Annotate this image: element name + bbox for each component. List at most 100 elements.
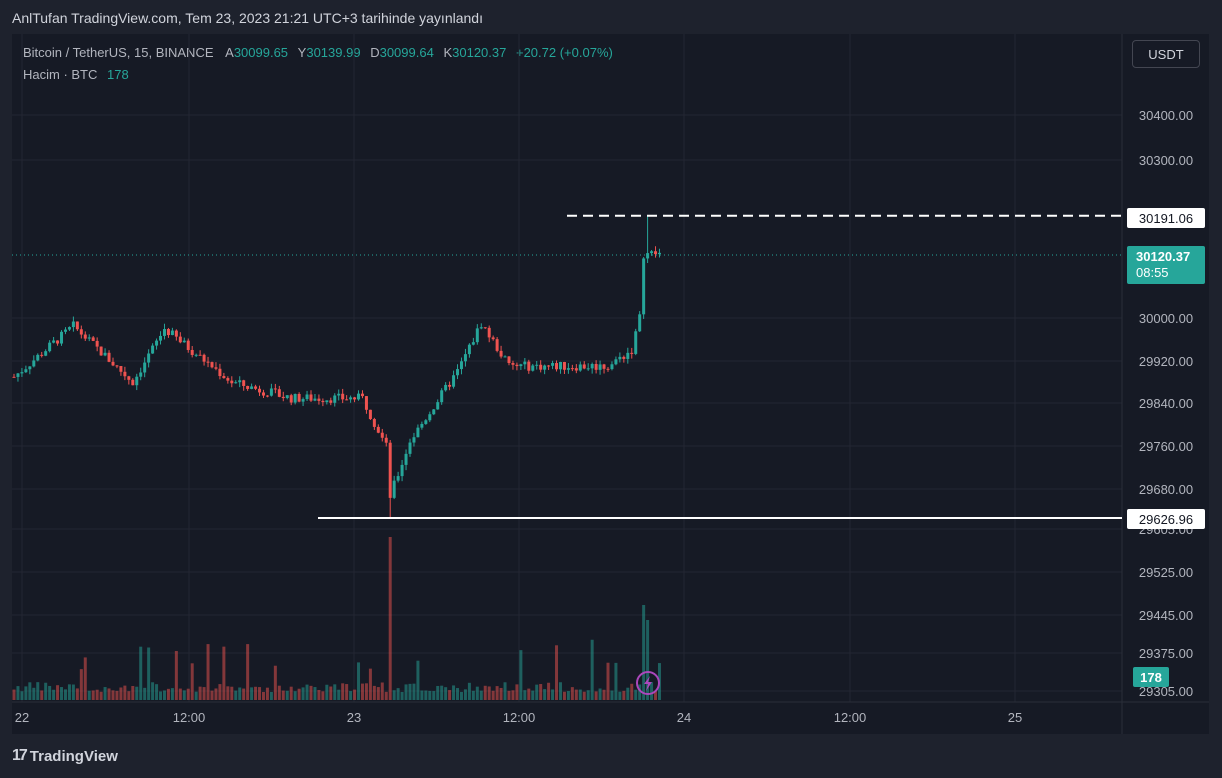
volume-bar: [246, 644, 250, 700]
candle-body: [392, 480, 396, 498]
volume-bar: [404, 684, 408, 700]
volume-bar: [523, 690, 527, 700]
candle-body: [182, 340, 186, 343]
volume-bar: [155, 684, 159, 700]
candle-body: [222, 376, 226, 379]
volume-bar: [242, 688, 246, 700]
x-tick-label: 12:00: [503, 710, 536, 725]
volume-bar: [570, 687, 574, 700]
volume-bar: [119, 687, 123, 700]
volume-bar: [123, 685, 127, 700]
volume-bar: [368, 668, 372, 700]
candle-body: [127, 376, 131, 380]
volume-bar: [131, 685, 135, 700]
candle-body: [562, 361, 566, 370]
candle-body: [618, 356, 622, 360]
volume-bar: [269, 691, 273, 700]
volume-bar: [602, 689, 606, 700]
volume-bar: [408, 683, 412, 700]
y-tick-label: 29375.00: [1139, 646, 1193, 661]
volume-bar: [586, 690, 590, 700]
resistance-price-label: 30191.06: [1139, 211, 1193, 226]
volume-bar: [143, 687, 147, 700]
price-chart[interactable]: 30400.00 30300.00 30000.00 29920.00 29840.00…: [12, 34, 1209, 734]
candle-body: [630, 352, 634, 354]
volume-bar: [273, 665, 277, 700]
candle-body: [594, 363, 598, 370]
candle-body: [119, 366, 123, 372]
candle-body: [36, 354, 40, 361]
candle-body: [590, 363, 594, 369]
chart-panel[interactable]: Bitcoin / TetherUS, 15, BINANCE A30099.6…: [12, 34, 1209, 734]
volume-bar: [626, 687, 630, 700]
candle-body: [24, 369, 28, 373]
volume-bar: [75, 688, 79, 700]
volume-bar: [12, 689, 16, 700]
volume-bar: [36, 682, 40, 700]
volume-bar: [337, 689, 341, 700]
volume-bar: [471, 690, 475, 700]
volume-bar: [289, 686, 293, 700]
volume-bar: [503, 682, 507, 700]
volume-bar: [115, 690, 119, 700]
volume-bar: [353, 689, 357, 700]
volume-bar: [24, 686, 28, 700]
volume-bar: [456, 688, 460, 700]
x-tick-label: 12:00: [173, 710, 206, 725]
candle-body: [218, 368, 222, 377]
volume-bar: [539, 684, 543, 700]
candle-body: [657, 252, 661, 255]
candle-body: [558, 361, 562, 370]
volume-bar: [495, 686, 499, 700]
volume-bar: [448, 690, 452, 700]
candle-body: [238, 380, 242, 383]
volume-bar: [234, 690, 238, 700]
candle-body: [586, 368, 590, 370]
volume-bar: [614, 662, 618, 700]
candle-body: [396, 476, 400, 481]
volume-bar: [135, 686, 139, 700]
candle-body: [103, 352, 107, 356]
volume-bar: [650, 682, 654, 700]
volume-bar: [527, 688, 531, 700]
candle-body: [531, 365, 535, 371]
volume-bar: [103, 687, 107, 700]
support-price-label: 29626.96: [1139, 512, 1193, 527]
volume-bar: [360, 683, 364, 700]
volume-bar: [531, 690, 535, 700]
candle-body: [250, 386, 254, 389]
volume-bar: [329, 686, 333, 700]
candle-body: [566, 368, 570, 370]
volume-bar: [590, 639, 594, 700]
candle-body: [170, 330, 174, 336]
close-value: 30120.37: [452, 45, 507, 60]
countdown-label: 08:55: [1136, 265, 1169, 280]
volume-bar: [384, 691, 388, 700]
volume-bar: [206, 644, 210, 700]
volume-bar: [444, 687, 448, 700]
open-label: A: [225, 45, 234, 60]
candle-body: [463, 354, 467, 362]
x-tick-label: 23: [347, 710, 361, 725]
currency-button[interactable]: USDT: [1132, 40, 1200, 68]
candle-body: [380, 432, 384, 438]
volume-bar: [170, 688, 174, 700]
volume-bar: [162, 690, 166, 700]
candle-body: [606, 368, 610, 370]
volume-bar: [20, 691, 24, 700]
volume-bar: [475, 686, 479, 700]
candle-body: [178, 336, 182, 343]
candle-body: [20, 372, 24, 374]
volume-bar: [642, 605, 646, 700]
candle-body: [364, 396, 368, 410]
candle-body: [432, 409, 436, 415]
volume-bar: [515, 684, 519, 700]
candle-body: [353, 397, 357, 400]
volume-bar: [52, 689, 56, 700]
volume-bar: [606, 662, 610, 700]
volume-bar: [341, 683, 345, 700]
candle-body: [87, 337, 91, 339]
candle-body: [190, 349, 194, 355]
volume-bar: [467, 682, 471, 700]
candle-body: [234, 382, 238, 384]
